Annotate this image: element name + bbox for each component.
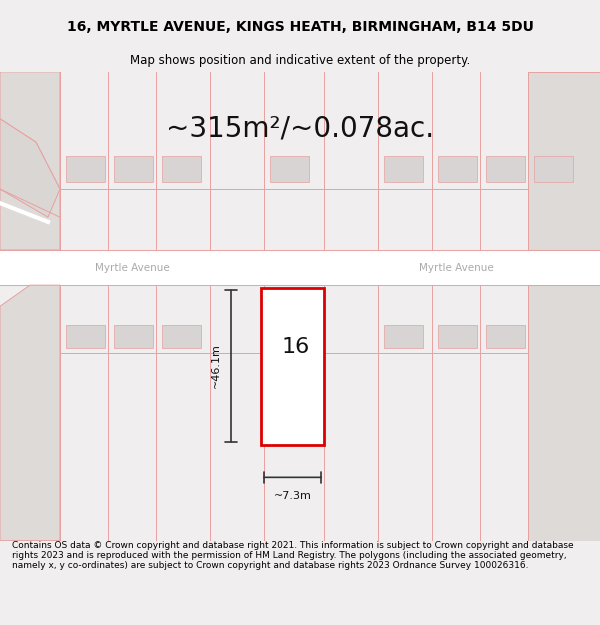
- Bar: [534, 156, 573, 182]
- Bar: [162, 325, 201, 349]
- Text: Map shows position and indicative extent of the property.: Map shows position and indicative extent…: [130, 54, 470, 67]
- Bar: [438, 156, 477, 182]
- Polygon shape: [0, 119, 60, 250]
- Bar: [384, 156, 423, 182]
- Bar: [162, 156, 201, 182]
- Bar: [270, 156, 309, 182]
- Text: ~7.3m: ~7.3m: [274, 491, 311, 501]
- Text: Myrtle Avenue: Myrtle Avenue: [95, 262, 169, 272]
- Bar: [66, 325, 105, 349]
- Bar: [384, 325, 423, 349]
- Bar: [0, 250, 600, 285]
- Bar: [114, 156, 153, 182]
- Polygon shape: [0, 285, 60, 541]
- Polygon shape: [0, 175, 48, 250]
- Text: Myrtle Avenue: Myrtle Avenue: [419, 262, 493, 272]
- Bar: [528, 285, 600, 541]
- Bar: [486, 156, 525, 182]
- Polygon shape: [0, 119, 60, 217]
- Text: ~46.1m: ~46.1m: [211, 344, 221, 389]
- Text: 16: 16: [281, 337, 310, 357]
- Text: Contains OS data © Crown copyright and database right 2021. This information is : Contains OS data © Crown copyright and d…: [12, 541, 574, 571]
- Bar: [528, 72, 600, 250]
- Bar: [438, 325, 477, 349]
- Bar: [261, 288, 324, 444]
- Bar: [114, 325, 153, 349]
- Bar: [66, 156, 105, 182]
- Polygon shape: [0, 72, 60, 189]
- Text: 16, MYRTLE AVENUE, KINGS HEATH, BIRMINGHAM, B14 5DU: 16, MYRTLE AVENUE, KINGS HEATH, BIRMINGH…: [67, 20, 533, 34]
- Bar: [486, 325, 525, 349]
- Text: ~315m²/~0.078ac.: ~315m²/~0.078ac.: [166, 114, 434, 142]
